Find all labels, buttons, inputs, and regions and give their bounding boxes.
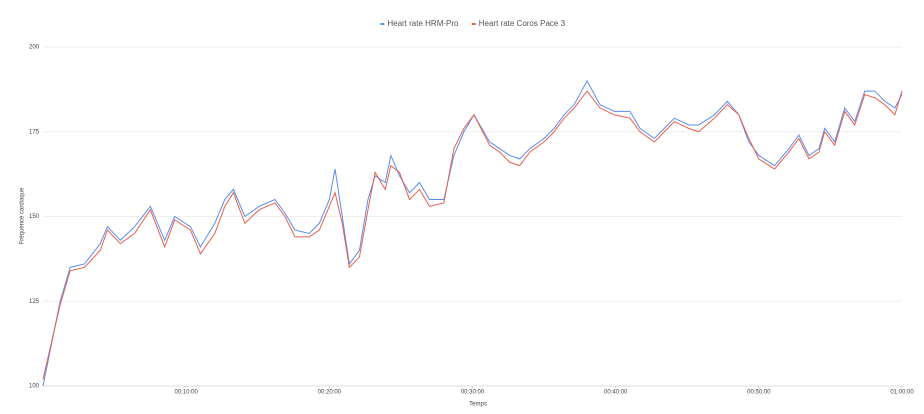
x-tick-label: 00:50:00 xyxy=(747,390,771,396)
y-tick-label: 200 xyxy=(29,45,40,51)
y-axis-label: Fréquence cardiaque xyxy=(20,187,26,244)
y-tick-label: 175 xyxy=(29,129,40,135)
x-axis-label: Temps xyxy=(469,402,487,408)
x-tick-label: 00:20:00 xyxy=(318,390,342,396)
x-tick-label: 01:00:00 xyxy=(890,390,914,396)
y-tick-label: 100 xyxy=(29,384,40,390)
x-tick-label: 00:40:00 xyxy=(604,390,628,396)
legend: Heart rate HRM-Pro Heart rate Coros Pace … xyxy=(380,19,566,28)
line-series xyxy=(42,90,903,380)
legend-label: Heart rate HRM-Pro xyxy=(387,19,459,28)
x-tick-label: 00:30:00 xyxy=(461,390,485,396)
y-tick-label: 125 xyxy=(29,299,40,305)
line-series xyxy=(42,79,903,387)
x-tick-label: 00:10:00 xyxy=(174,390,198,396)
y-tick-label: 150 xyxy=(29,214,40,220)
legend-label: Heart rate Coros Pace 3 xyxy=(479,19,566,28)
